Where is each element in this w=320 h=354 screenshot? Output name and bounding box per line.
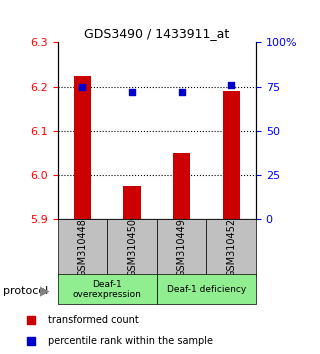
Text: GSM310450: GSM310450 — [127, 218, 137, 277]
Point — [228, 82, 234, 88]
Text: GSM310452: GSM310452 — [226, 218, 236, 278]
Bar — [107, 219, 157, 276]
Point — [80, 84, 85, 90]
Bar — [157, 219, 206, 276]
Text: Deaf-1 deficiency: Deaf-1 deficiency — [167, 285, 246, 294]
Bar — [173, 153, 190, 219]
Bar — [58, 274, 157, 304]
Point — [294, 48, 300, 54]
Bar — [157, 274, 256, 304]
Point — [294, 241, 300, 247]
Bar — [123, 186, 141, 219]
Bar — [222, 91, 240, 219]
Bar — [74, 76, 91, 219]
Text: transformed count: transformed count — [48, 315, 139, 325]
Point — [129, 89, 135, 95]
Text: protocol: protocol — [3, 286, 48, 296]
Text: GSM310449: GSM310449 — [177, 218, 187, 277]
Text: GSM310448: GSM310448 — [77, 218, 87, 277]
Bar — [58, 219, 107, 276]
Point — [179, 89, 184, 95]
Text: Deaf-1
overexpression: Deaf-1 overexpression — [73, 280, 142, 299]
Title: GDS3490 / 1433911_at: GDS3490 / 1433911_at — [84, 27, 229, 40]
Bar — [206, 219, 256, 276]
Text: percentile rank within the sample: percentile rank within the sample — [48, 336, 213, 346]
Text: ▶: ▶ — [40, 285, 50, 297]
